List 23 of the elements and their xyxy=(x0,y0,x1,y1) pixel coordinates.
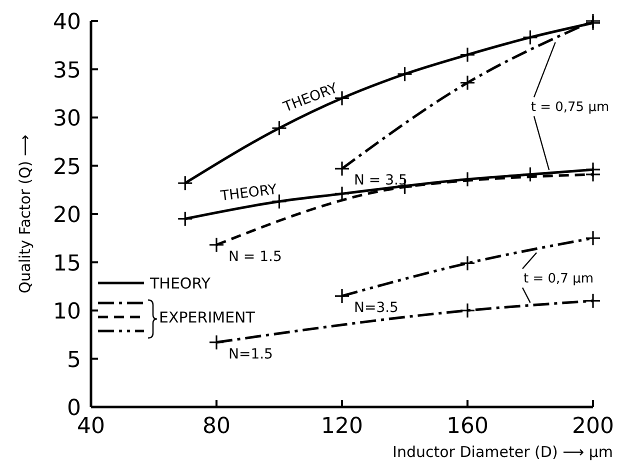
annotation: N=1.5 xyxy=(228,346,273,362)
x-tick-label: 120 xyxy=(321,414,363,439)
y-tick-label: 30 xyxy=(53,106,81,132)
annotation: THEORY xyxy=(218,182,278,205)
legend-label: THEORY xyxy=(149,274,212,292)
annotation: N = 1.5 xyxy=(228,248,282,265)
y-tick-label: 5 xyxy=(67,348,81,373)
x-tick-label: 160 xyxy=(446,414,488,439)
y-tick-label: 15 xyxy=(53,251,81,276)
y-tick-label: 10 xyxy=(53,300,81,324)
annotation: N=3.5 xyxy=(354,300,398,316)
annotation: t = 0,75 µm xyxy=(530,100,610,116)
y-tick-label: 35 xyxy=(53,58,81,84)
y-axis-title: Quality Factor (Q) ⟶ xyxy=(16,134,34,294)
y-tick-label: 25 xyxy=(53,154,81,180)
x-tick-label: 80 xyxy=(202,414,230,439)
y-tick-label: 40 xyxy=(53,10,81,35)
x-tick-label: 200 xyxy=(572,414,614,439)
legend-label: EXPERIMENT xyxy=(159,308,256,326)
y-tick-label: 20 xyxy=(53,203,81,228)
y-tick-label: 0 xyxy=(67,396,81,421)
annotation: t = 0,7 µm xyxy=(524,272,594,287)
x-axis-title: Inductor Diameter (D) ⟶ µm xyxy=(392,443,613,461)
